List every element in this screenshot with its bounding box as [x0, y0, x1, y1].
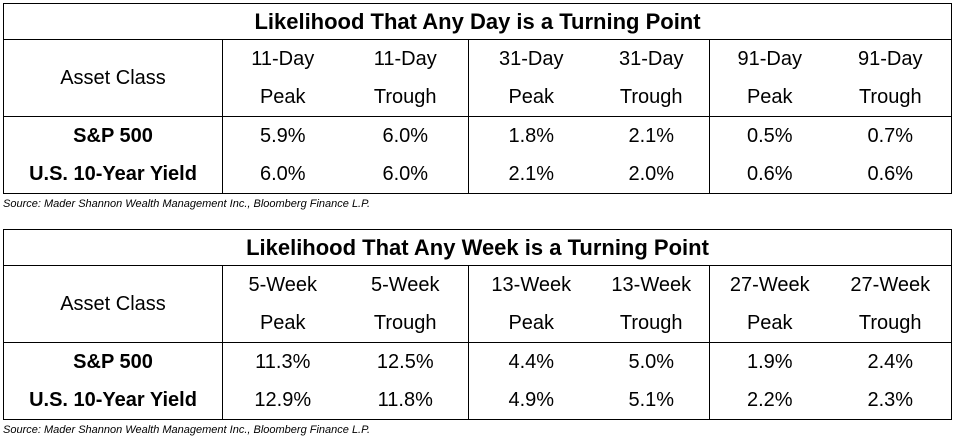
- column-header: 11-Day Peak: [222, 39, 343, 117]
- table-title: Likelihood That Any Week is a Turning Po…: [3, 229, 952, 266]
- table-cell: 6.0%: [222, 155, 343, 194]
- table-row: S&P 500 11.3% 12.5% 4.4% 5.0% 1.9% 2.4%: [3, 342, 952, 381]
- table-row: U.S. 10-Year Yield 12.9% 11.8% 4.9% 5.1%…: [3, 381, 952, 420]
- table-cell: 2.2%: [709, 381, 830, 420]
- table-cell: 2.0%: [593, 155, 710, 194]
- table-cell: 4.9%: [468, 381, 594, 420]
- table-cell: 6.0%: [342, 155, 469, 194]
- asset-class-header: Asset Class: [3, 265, 223, 343]
- column-header: 11-Day Trough: [342, 39, 469, 117]
- table-cell: 2.1%: [593, 116, 710, 155]
- column-header: 31-Day Trough: [593, 39, 710, 117]
- table-cell: 6.0%: [342, 116, 469, 155]
- table-cell: 2.1%: [468, 155, 594, 194]
- table-row: S&P 500 5.9% 6.0% 1.8% 2.1% 0.5% 0.7%: [3, 116, 953, 155]
- table-cell: 5.1%: [593, 381, 710, 420]
- row-label: U.S. 10-Year Yield: [3, 155, 223, 194]
- table-cell: 5.9%: [222, 116, 343, 155]
- column-header: 13-Week Peak: [468, 265, 594, 343]
- daily-turning-point-table: Likelihood That Any Day is a Turning Poi…: [2, 3, 953, 194]
- table-cell: 4.4%: [468, 342, 594, 381]
- table-cell: 1.9%: [709, 342, 830, 381]
- table-cell: 5.0%: [593, 342, 710, 381]
- column-header: 27-Week Peak: [709, 265, 830, 343]
- asset-class-header: Asset Class: [3, 39, 223, 117]
- source-note: Source: Mader Shannon Wealth Management …: [3, 424, 371, 436]
- column-header: 91-Day Peak: [709, 39, 830, 117]
- table-cell: 11.8%: [342, 381, 469, 420]
- table-cell: 0.6%: [829, 155, 953, 194]
- table-cell: 0.5%: [709, 116, 830, 155]
- row-label: S&P 500: [3, 342, 223, 381]
- weekly-turning-point-table: Likelihood That Any Week is a Turning Po…: [3, 229, 952, 420]
- table-cell: 12.5%: [342, 342, 469, 381]
- table-row: U.S. 10-Year Yield 6.0% 6.0% 2.1% 2.0% 0…: [3, 155, 953, 194]
- table-title: Likelihood That Any Day is a Turning Poi…: [2, 3, 953, 40]
- column-header: 91-Day Trough: [829, 39, 953, 117]
- table-cell: 1.8%: [468, 116, 594, 155]
- table-cell: 0.7%: [829, 116, 953, 155]
- column-header: 5-Week Trough: [342, 265, 469, 343]
- row-label: S&P 500: [3, 116, 223, 155]
- column-header: 31-Day Peak: [468, 39, 594, 117]
- table-cell: 2.4%: [829, 342, 952, 381]
- column-header: 5-Week Peak: [222, 265, 343, 343]
- table-cell: 0.6%: [709, 155, 830, 194]
- table-cell: 12.9%: [222, 381, 343, 420]
- row-label: U.S. 10-Year Yield: [3, 381, 223, 420]
- column-header: 13-Week Trough: [593, 265, 710, 343]
- column-header: 27-Week Trough: [829, 265, 952, 343]
- source-note: Source: Mader Shannon Wealth Management …: [3, 198, 371, 210]
- table-cell: 11.3%: [222, 342, 343, 381]
- table-cell: 2.3%: [829, 381, 952, 420]
